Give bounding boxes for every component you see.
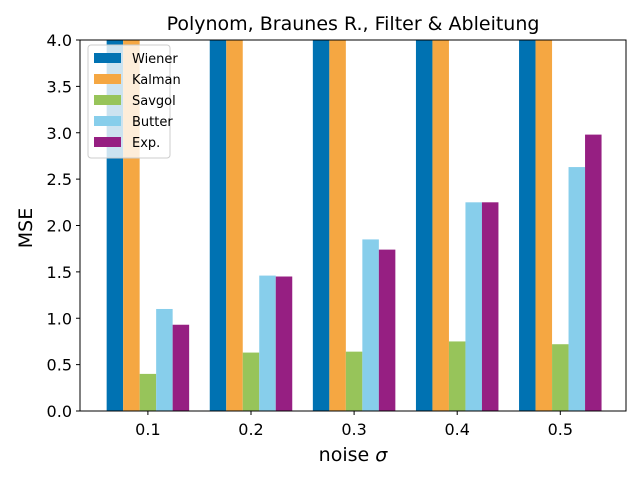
- legend-label: Kalman: [132, 73, 181, 88]
- bar-wiener-0.3: [312, 40, 330, 411]
- bar-wiener-0.2: [209, 40, 227, 411]
- bar-kalman-0.2: [226, 40, 243, 411]
- x-tick-label: 0.2: [238, 420, 263, 439]
- bars-layer: [106, 40, 602, 412]
- legend-label: Exp.: [132, 136, 160, 151]
- bar-exp-0.4: [481, 202, 499, 411]
- y-tick-label: 1.5: [47, 263, 72, 282]
- bar-savgol-0.1: [139, 373, 157, 411]
- legend-box: [87, 44, 171, 159]
- bar-wiener-0.4: [415, 40, 433, 411]
- legend-swatch: [94, 74, 121, 84]
- bar-exp-0.5: [585, 134, 602, 412]
- bar-butter-0.5: [568, 167, 586, 411]
- bar-savgol-0.3: [345, 351, 363, 411]
- y-tick-label: 2.5: [47, 170, 72, 189]
- y-tick-label: 3.0: [47, 124, 72, 143]
- bar-wiener-0.5: [519, 40, 536, 411]
- legend-label: Savgol: [132, 94, 176, 109]
- y-tick-label: 2.0: [47, 217, 72, 236]
- bar-exp-0.1: [172, 324, 190, 411]
- x-axis-label-symbol: σ: [375, 444, 388, 466]
- bar-exp-0.2: [275, 276, 293, 411]
- x-axis-label: noise σ: [319, 444, 389, 466]
- x-axis: 0.1 0.2 0.3 0.4 0.5: [135, 411, 573, 439]
- y-tick-label: 0.5: [47, 356, 72, 375]
- bar-butter-0.3: [362, 239, 379, 411]
- y-tick-label: 1.0: [47, 309, 72, 328]
- y-tick-label: 3.5: [47, 77, 72, 96]
- legend-label: Butter: [132, 115, 173, 130]
- x-tick-label: 0.1: [135, 420, 160, 439]
- y-tick-label: 4.0: [47, 31, 72, 50]
- bar-kalman-0.3: [329, 40, 346, 411]
- bar-savgol-0.4: [448, 341, 466, 411]
- bar-butter-0.1: [156, 308, 173, 411]
- bar-savgol-0.5: [552, 344, 569, 411]
- bar-butter-0.4: [465, 202, 482, 411]
- legend-swatch: [94, 137, 121, 147]
- x-tick-label: 0.5: [548, 420, 573, 439]
- legend: Wiener Kalman Savgol Butter Exp.: [87, 44, 181, 159]
- legend-swatch: [94, 95, 121, 105]
- x-tick-label: 0.4: [444, 420, 469, 439]
- bar-savgol-0.2: [242, 352, 260, 411]
- bar-kalman-0.5: [535, 40, 553, 411]
- y-axis: 0.0 0.5 1.0 1.5 2.0 2.5 3.0 3.5 4.0: [47, 31, 80, 421]
- bar-butter-0.2: [259, 275, 276, 411]
- bar-kalman-0.4: [432, 40, 449, 411]
- legend-swatch: [94, 116, 121, 126]
- x-tick-label: 0.3: [341, 420, 366, 439]
- y-axis-label: MSE: [15, 208, 37, 248]
- legend-label: Wiener: [132, 52, 178, 67]
- y-tick-label: 0.0: [47, 402, 72, 421]
- legend-swatch: [94, 53, 121, 63]
- chart-title: Polynom, Braunes R., Filter & Ableitung: [167, 13, 540, 35]
- bar-exp-0.3: [378, 249, 396, 411]
